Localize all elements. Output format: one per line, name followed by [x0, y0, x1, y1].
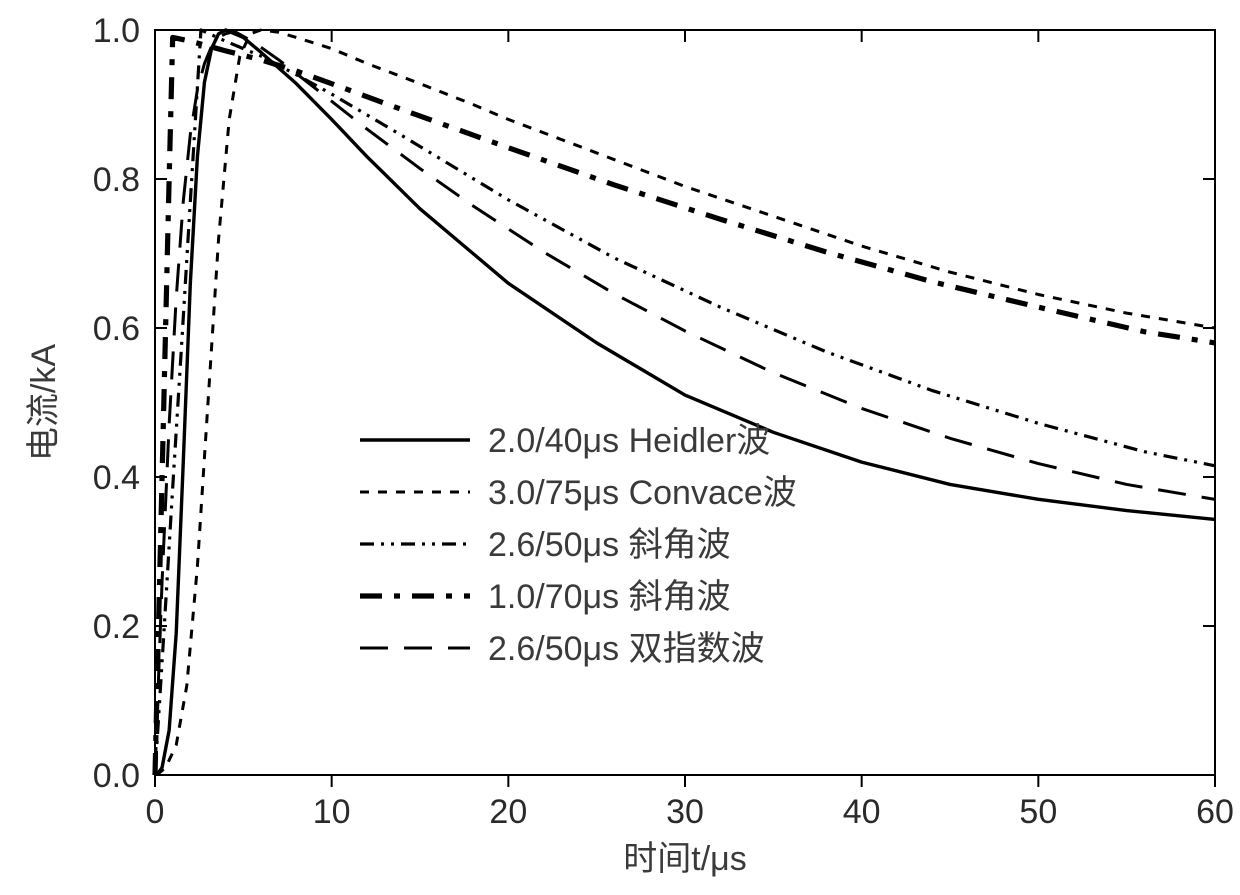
y-tick-label: 0.6 — [93, 310, 140, 348]
legend-label: 2.6/50μs 斜角波 — [488, 526, 731, 564]
x-tick-label: 30 — [666, 793, 704, 831]
x-tick-label: 60 — [1196, 793, 1234, 831]
x-tick-label: 0 — [146, 793, 165, 831]
line-chart: 0 10 20 30 40 50 60 0.0 0.2 0.4 0.6 0.8 1.0 时间t/μs 电流/… — [0, 0, 1240, 895]
x-tick-label: 10 — [313, 793, 351, 831]
y-axis-label: 电流/kA — [25, 344, 63, 461]
legend-label: 2.6/50μs 双指数波 — [488, 630, 765, 668]
x-tick-label: 20 — [489, 793, 527, 831]
y-tick-label: 0.0 — [93, 757, 140, 795]
y-tick-label: 1.0 — [93, 12, 140, 50]
y-tick-label: 0.4 — [93, 459, 140, 497]
legend-label: 1.0/70μs 斜角波 — [488, 578, 731, 616]
x-tick-label: 50 — [1019, 793, 1057, 831]
legend-label: 2.0/40μs Heidler波 — [488, 422, 770, 460]
y-tick-label: 0.2 — [93, 608, 140, 646]
legend-label: 3.0/75μs Convace波 — [488, 474, 797, 512]
y-tick-label: 0.8 — [93, 161, 140, 199]
x-axis-label: 时间t/μs — [623, 840, 746, 878]
x-tick-label: 40 — [843, 793, 881, 831]
